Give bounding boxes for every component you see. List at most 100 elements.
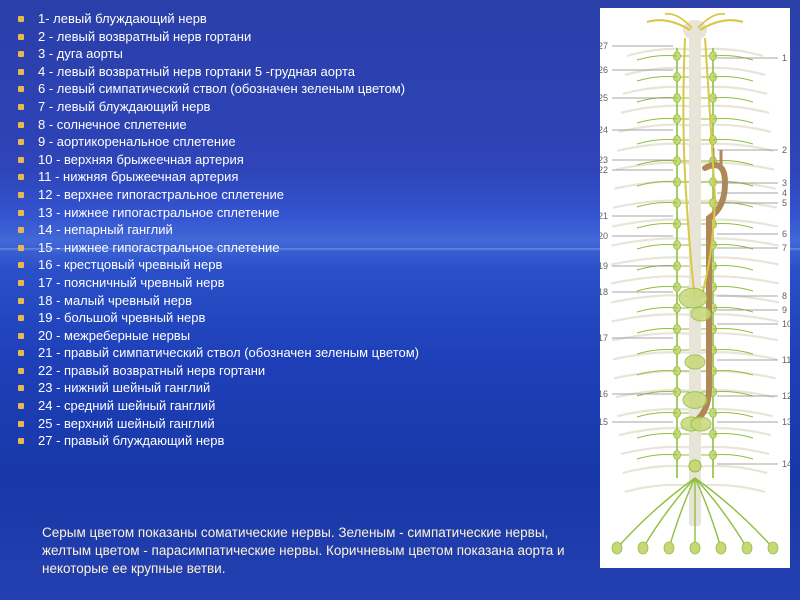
list-item: 6 - левый симпатический ствол (обозначен… <box>18 80 590 98</box>
list-item: 17 - поясничный чревный нерв <box>18 274 590 292</box>
svg-text:3: 3 <box>782 178 787 188</box>
list-item-text: 16 - крестцовый чревный нерв <box>38 256 222 274</box>
list-item-text: 24 - средний шейный ганглий <box>38 397 215 415</box>
svg-text:18: 18 <box>600 287 608 297</box>
bullet-icon <box>18 104 24 110</box>
list-item-text: 4 - левый возвратный нерв гортани 5 -гру… <box>38 63 355 81</box>
svg-text:15: 15 <box>600 417 608 427</box>
list-item-text: 3 - дуга аорты <box>38 45 123 63</box>
svg-text:8: 8 <box>782 291 787 301</box>
list-item-text: 19 - большой чревный нерв <box>38 309 205 327</box>
list-item-text: 10 - верхняя брыжеечная артерия <box>38 151 244 169</box>
bullet-icon <box>18 421 24 427</box>
list-item: 16 - крестцовый чревный нерв <box>18 256 590 274</box>
footnote-text: Серым цветом показаны соматические нервы… <box>42 524 570 578</box>
svg-text:16: 16 <box>600 389 608 399</box>
bullet-icon <box>18 227 24 233</box>
list-item: 21 - правый симпатический ствол (обознач… <box>18 344 590 362</box>
bullet-icon <box>18 315 24 321</box>
list-item: 4 - левый возвратный нерв гортани 5 -гру… <box>18 63 590 81</box>
list-item: 1- левый блуждающий нерв <box>18 10 590 28</box>
bullet-icon <box>18 16 24 22</box>
list-item: 9 - аортикоренальное сплетение <box>18 133 590 151</box>
svg-text:17: 17 <box>600 333 608 343</box>
list-item-text: 6 - левый симпатический ствол (обозначен… <box>38 80 405 98</box>
anatomy-list: 1- левый блуждающий нерв2 - левый возвра… <box>18 10 590 450</box>
bullet-icon <box>18 438 24 444</box>
list-item: 7 - левый блуждающий нерв <box>18 98 590 116</box>
list-item-text: 7 - левый блуждающий нерв <box>38 98 210 116</box>
bullet-icon <box>18 385 24 391</box>
bullet-icon <box>18 280 24 286</box>
svg-text:20: 20 <box>600 231 608 241</box>
svg-text:6: 6 <box>782 229 787 239</box>
bullet-icon <box>18 262 24 268</box>
svg-text:2: 2 <box>782 145 787 155</box>
list-item-text: 1- левый блуждающий нерв <box>38 10 207 28</box>
svg-text:23: 23 <box>600 155 608 165</box>
list-item: 24 - средний шейный ганглий <box>18 397 590 415</box>
list-item-text: 12 - верхнее гипогастральное сплетение <box>38 186 284 204</box>
svg-text:10: 10 <box>782 319 790 329</box>
list-item: 23 - нижний шейный ганглий <box>18 379 590 397</box>
anatomy-diagram: 1234567891011121314272625242322212019181… <box>600 8 790 568</box>
list-item: 12 - верхнее гипогастральное сплетение <box>18 186 590 204</box>
svg-text:21: 21 <box>600 211 608 221</box>
list-item-text: 21 - правый симпатический ствол (обознач… <box>38 344 419 362</box>
list-item-text: 18 - малый чревный нерв <box>38 292 192 310</box>
list-item-text: 20 - межреберные нервы <box>38 327 190 345</box>
svg-text:27: 27 <box>600 41 608 51</box>
list-item-text: 11 - нижняя брыжеечная артерия <box>38 168 238 186</box>
list-item: 27 - правый блуждающий нерв <box>18 432 590 450</box>
svg-text:26: 26 <box>600 65 608 75</box>
bullet-icon <box>18 174 24 180</box>
bullet-icon <box>18 403 24 409</box>
svg-text:1: 1 <box>782 53 787 63</box>
svg-text:9: 9 <box>782 305 787 315</box>
bullet-icon <box>18 86 24 92</box>
content-area: 1- левый блуждающий нерв2 - левый возвра… <box>18 10 590 450</box>
list-item-text: 22 - правый возвратный нерв гортани <box>38 362 265 380</box>
svg-text:4: 4 <box>782 188 787 198</box>
list-item: 15 - нижнее гипогастральное сплетение <box>18 239 590 257</box>
bullet-icon <box>18 122 24 128</box>
list-item-text: 14 - непарный ганглий <box>38 221 173 239</box>
bullet-icon <box>18 333 24 339</box>
list-item-text: 25 - верхний шейный ганглий <box>38 415 215 433</box>
list-item: 25 - верхний шейный ганглий <box>18 415 590 433</box>
list-item-text: 9 - аортикоренальное сплетение <box>38 133 236 151</box>
list-item: 20 - межреберные нервы <box>18 327 590 345</box>
list-item: 8 - солнечное сплетение <box>18 116 590 134</box>
list-item: 13 - нижнее гипогастральное сплетение <box>18 204 590 222</box>
bullet-icon <box>18 245 24 251</box>
svg-text:24: 24 <box>600 125 608 135</box>
svg-text:11: 11 <box>782 355 790 365</box>
list-item: 22 - правый возвратный нерв гортани <box>18 362 590 380</box>
bullet-icon <box>18 298 24 304</box>
bullet-icon <box>18 34 24 40</box>
list-item: 2 - левый возвратный нерв гортани <box>18 28 590 46</box>
list-item-text: 13 - нижнее гипогастральное сплетение <box>38 204 280 222</box>
list-item-text: 2 - левый возвратный нерв гортани <box>38 28 251 46</box>
svg-text:19: 19 <box>600 261 608 271</box>
bullet-icon <box>18 157 24 163</box>
list-item: 18 - малый чревный нерв <box>18 292 590 310</box>
svg-text:14: 14 <box>782 459 790 469</box>
svg-text:25: 25 <box>600 93 608 103</box>
bullet-icon <box>18 350 24 356</box>
svg-text:7: 7 <box>782 243 787 253</box>
bullet-icon <box>18 51 24 57</box>
bullet-icon <box>18 69 24 75</box>
list-item-text: 8 - солнечное сплетение <box>38 116 187 134</box>
bullet-icon <box>18 192 24 198</box>
list-item-text: 27 - правый блуждающий нерв <box>38 432 224 450</box>
svg-text:5: 5 <box>782 198 787 208</box>
list-item-text: 17 - поясничный чревный нерв <box>38 274 225 292</box>
list-item: 14 - непарный ганглий <box>18 221 590 239</box>
bullet-icon <box>18 368 24 374</box>
bullet-icon <box>18 210 24 216</box>
list-item-text: 23 - нижний шейный ганглий <box>38 379 210 397</box>
list-item: 10 - верхняя брыжеечная артерия <box>18 151 590 169</box>
svg-text:12: 12 <box>782 391 790 401</box>
list-item: 11 - нижняя брыжеечная артерия <box>18 168 590 186</box>
